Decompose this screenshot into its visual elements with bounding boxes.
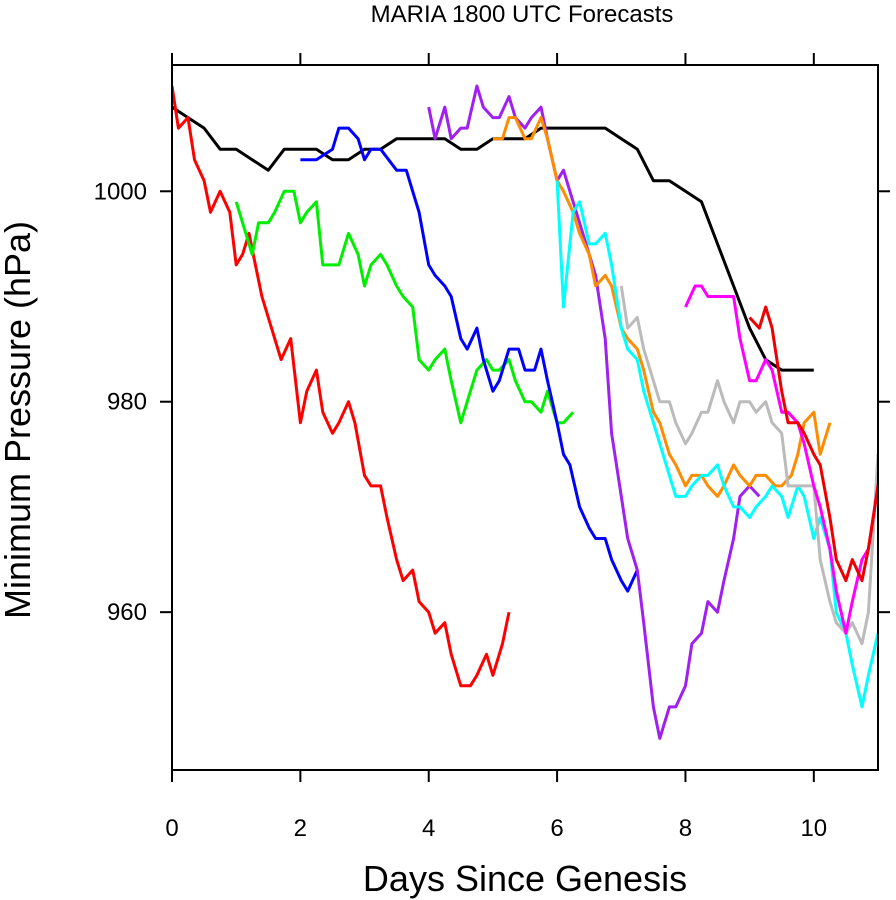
forecast-series-line-3 [234,189,575,425]
series-layer [172,84,878,740]
forecast-series-line-8 [619,285,878,646]
forecast-series-line-7 [555,180,878,709]
y-tick-label: 980 [107,389,147,416]
forecast-series-line-5 [427,84,761,740]
x-tick-label: 4 [422,815,435,842]
ticks-layer: 0 2 4 6 8 10 960 980 1000 [94,53,890,842]
forecast-series-line-1 [172,105,814,372]
y-tick-label: 1000 [94,178,147,205]
plot-frame [171,64,879,771]
x-tick-label: 0 [165,815,178,842]
forecast-series-line-2 [172,85,511,688]
x-tick-label: 8 [679,815,692,842]
x-tick-label: 10 [800,815,827,842]
forecast-series-line-6 [492,116,832,498]
forecast-series-line-10 [748,305,878,583]
chart-title: MARIA 1800 UTC Forecasts [371,1,674,28]
x-tick-label: 6 [550,815,563,842]
x-axis-label: Days Since Genesis [363,858,687,899]
x-tick-label: 2 [294,815,307,842]
forecast-series-line-4 [300,126,639,593]
plot-area: 0 2 4 6 8 10 960 980 1000 [94,53,890,842]
y-axis-label: Minimum Pressure (hPa) [0,221,38,619]
y-tick-label: 960 [107,599,147,626]
